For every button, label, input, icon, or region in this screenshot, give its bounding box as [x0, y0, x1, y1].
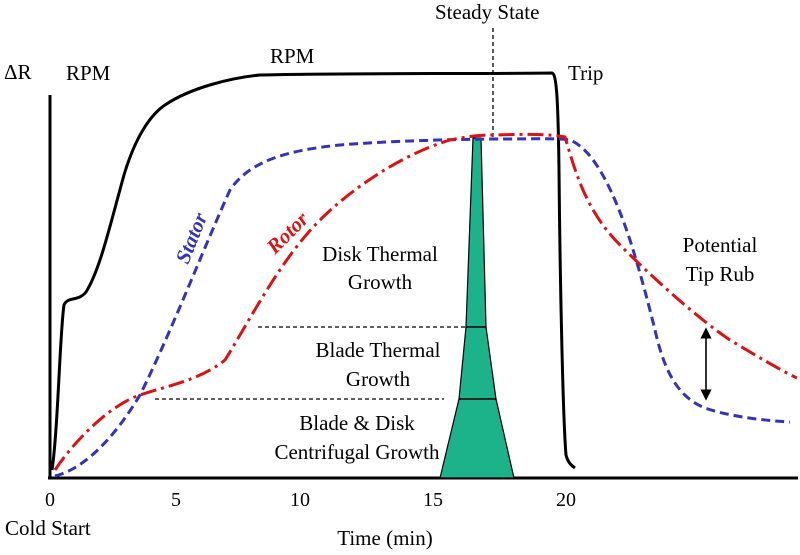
y-axis-label: ΔR [4, 60, 32, 84]
centrifugal-label-2: Centrifugal Growth [274, 440, 440, 464]
origin-label: Cold Start [5, 516, 91, 540]
x-tick-0: 0 [45, 489, 55, 511]
tip-rub-label-2: Tip Rub [686, 262, 755, 286]
x-tick-10: 10 [290, 489, 310, 511]
rpm-curve [50, 71, 576, 471]
trip-label: Trip [568, 61, 603, 85]
x-axis-label: Time (min) [337, 526, 432, 550]
tip-rub-label-1: Potential [683, 233, 758, 257]
blade-thermal-label-2: Growth [346, 367, 411, 391]
blade-thermal-band [458, 326, 497, 400]
stator-curve [54, 137, 791, 478]
disk-thermal-label-1: Disk Thermal [322, 242, 438, 266]
centrifugal-band [439, 398, 515, 479]
rotor-curve [53, 132, 798, 471]
disk-thermal-band [465, 137, 487, 328]
x-tick-20: 20 [556, 489, 576, 511]
stator-label: Stator [170, 208, 212, 266]
blade-disk-shape [439, 137, 515, 479]
blade-thermal-label-1: Blade Thermal [316, 338, 441, 362]
x-tick-5: 5 [171, 489, 181, 511]
steady-state-label: Steady State [435, 0, 539, 24]
rotor-label: Rotor [261, 206, 314, 259]
centrifugal-label-1: Blade & Disk [299, 411, 415, 435]
x-tick-15: 15 [423, 489, 443, 511]
disk-thermal-label-2: Growth [348, 270, 413, 294]
rpm-label-top: RPM [270, 44, 315, 68]
rpm-label-left: RPM [66, 61, 111, 85]
